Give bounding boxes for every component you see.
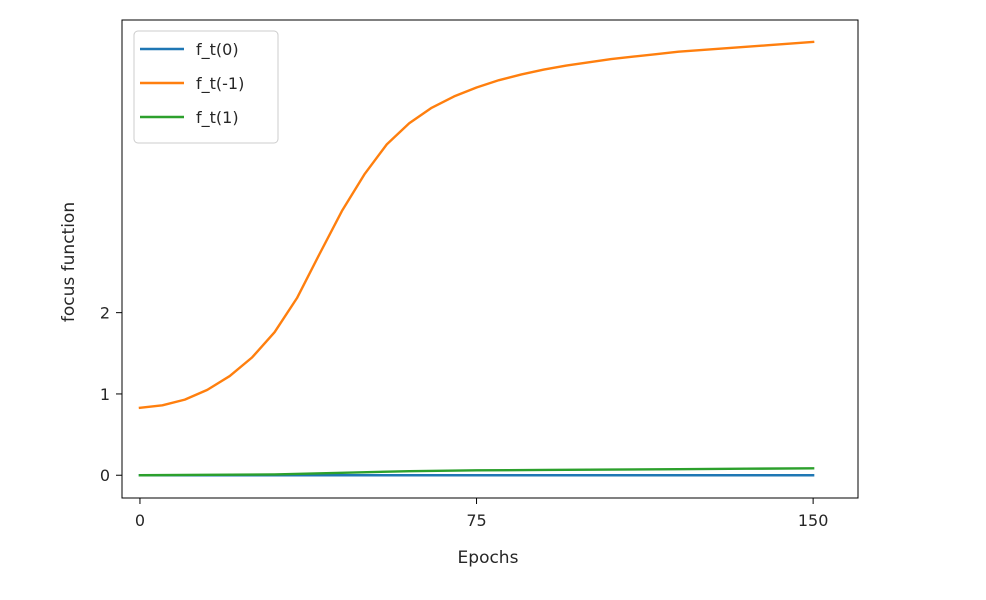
y-tick-label: 0	[100, 466, 110, 485]
y-tick-label: 1	[100, 385, 110, 404]
y-tick-label: 2	[100, 304, 110, 323]
legend: f_t(0) f_t(-1) f_t(1)	[133, 30, 279, 144]
x-tick-label: 0	[135, 511, 145, 530]
x-tick-label: 150	[798, 511, 829, 530]
y-axis: 0 1 2	[100, 304, 122, 485]
series-line-1	[138, 40, 815, 410]
legend-label: f_t(0)	[196, 40, 239, 60]
legend-box	[133, 30, 279, 144]
plot-frame	[121, 19, 859, 499]
y-axis-label: focus function	[59, 202, 79, 322]
x-axis: 0 75 150	[135, 498, 829, 530]
x-tick-label: 75	[466, 511, 486, 530]
x-axis-label: Epochs	[458, 548, 519, 568]
legend-label: f_t(1)	[196, 108, 239, 128]
series-line-2	[138, 467, 815, 477]
series-layer	[138, 40, 815, 477]
legend-label: f_t(-1)	[196, 74, 244, 94]
